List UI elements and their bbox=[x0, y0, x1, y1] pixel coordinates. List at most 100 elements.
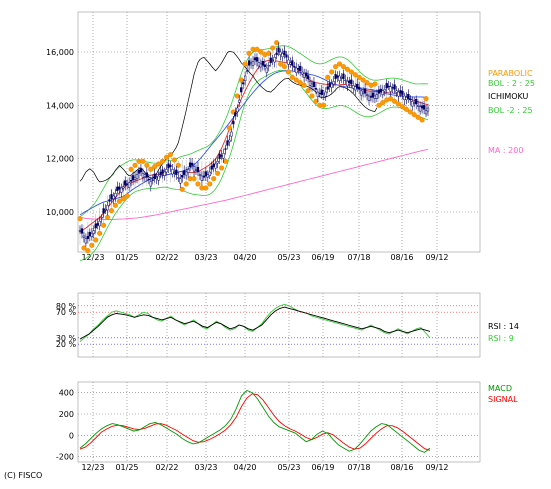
macd-x-tick-label: 09/12 bbox=[425, 463, 448, 472]
candle-body bbox=[377, 89, 380, 94]
parabolic-sar-dot bbox=[321, 102, 327, 108]
parabolic-sar-dot bbox=[266, 50, 272, 56]
ma200-line bbox=[79, 148, 429, 220]
candle-body bbox=[367, 95, 371, 102]
candle-body bbox=[242, 82, 245, 85]
parabolic-sar-dot bbox=[399, 104, 405, 110]
rsi-level-label: 20 % bbox=[56, 340, 77, 349]
candle-body bbox=[100, 217, 103, 219]
macd-x-tick-label: 01/25 bbox=[115, 463, 138, 472]
bollinger-upper-line bbox=[79, 45, 429, 217]
candle-body bbox=[283, 50, 286, 55]
parabolic-sar-dot bbox=[348, 69, 354, 75]
candle-body bbox=[279, 51, 282, 56]
candle-body bbox=[381, 90, 384, 96]
candle-body bbox=[186, 169, 190, 173]
candle-body bbox=[145, 172, 148, 178]
candle-body bbox=[424, 110, 428, 115]
macd-x-tick-label: 05/23 bbox=[277, 463, 300, 472]
candle-body bbox=[422, 105, 426, 110]
candle-body bbox=[344, 79, 347, 82]
parabolic-sar-dot bbox=[124, 193, 130, 199]
parabolic-sar-dot bbox=[242, 61, 248, 67]
candle-body bbox=[167, 163, 170, 169]
candle-body bbox=[129, 180, 133, 182]
parabolic-sar-dot bbox=[85, 248, 91, 254]
parabolic-sar-dot bbox=[297, 80, 303, 86]
candle-body bbox=[375, 94, 379, 99]
candle-body bbox=[312, 81, 316, 87]
candle-body bbox=[328, 82, 331, 87]
candle-body bbox=[354, 86, 357, 91]
parabolic-sar-dot bbox=[258, 49, 264, 55]
candle-body bbox=[379, 88, 382, 93]
rsi-level-label: 80 % bbox=[56, 302, 77, 311]
candle-body bbox=[363, 88, 367, 94]
candle-body bbox=[234, 112, 237, 117]
candle-body bbox=[389, 86, 392, 92]
candle-body bbox=[324, 91, 327, 97]
parabolic-sar-dot bbox=[215, 170, 221, 176]
rsi14-line bbox=[79, 306, 431, 340]
candle-body bbox=[403, 95, 406, 101]
candle-body bbox=[293, 66, 296, 68]
candle-body bbox=[94, 223, 97, 229]
parabolic-sar-dot bbox=[254, 46, 260, 52]
candle-body bbox=[206, 174, 209, 178]
parabolic-sar-dot bbox=[301, 82, 307, 88]
parabolic-sar-dot bbox=[392, 98, 398, 104]
candle-body bbox=[165, 169, 168, 173]
parabolic-sar-dot bbox=[77, 216, 83, 222]
candle-body bbox=[159, 171, 162, 175]
rsi-panel: 20 %30 % 70 %80 % RSI : 14 RSI : 9 bbox=[56, 292, 519, 358]
candle-body bbox=[179, 178, 182, 184]
parabolic-sar-dot bbox=[270, 45, 276, 51]
candle-body bbox=[295, 67, 298, 74]
candle-body bbox=[157, 175, 160, 181]
candle-body bbox=[177, 177, 180, 179]
parabolic-sar-dot bbox=[403, 106, 409, 112]
candle-body bbox=[82, 235, 86, 238]
candle-body bbox=[249, 62, 253, 65]
candle-body bbox=[330, 83, 333, 88]
series-label: ICHIMOKU bbox=[488, 92, 529, 101]
macd-y-tick-label: -200 bbox=[56, 453, 74, 462]
parabolic-sar-dot bbox=[195, 181, 201, 187]
candle-body bbox=[190, 162, 194, 166]
candle-body bbox=[340, 77, 343, 79]
candle-body bbox=[175, 169, 178, 175]
candle-body bbox=[194, 169, 198, 171]
parabolic-sar-dot bbox=[340, 64, 347, 70]
candle-body bbox=[356, 83, 359, 89]
moving-average-blue-line bbox=[79, 70, 429, 216]
macd-x-tick-label: 04/20 bbox=[233, 463, 256, 472]
parabolic-sar-dot bbox=[372, 81, 378, 87]
candle-body bbox=[267, 65, 270, 67]
candle-body bbox=[114, 193, 117, 198]
candle-body bbox=[153, 173, 156, 179]
candle-body bbox=[371, 92, 375, 98]
candle-body bbox=[185, 171, 188, 176]
price-panel: 10,000 12,000 14,000 16,000 12/23 01/25 02/22 0… bbox=[46, 11, 535, 262]
candle-body bbox=[399, 90, 402, 94]
candle-body bbox=[171, 169, 174, 175]
parabolic-sar-dot bbox=[313, 98, 319, 104]
candle-body bbox=[131, 175, 135, 181]
candle-body bbox=[358, 86, 361, 90]
macd-x-tick-label: 07/18 bbox=[347, 463, 370, 472]
candle-body bbox=[275, 52, 278, 55]
macd-y-tick-label: 200 bbox=[59, 410, 74, 419]
candle-body bbox=[173, 171, 176, 174]
candle-body bbox=[302, 73, 306, 78]
parabolic-sar-dot bbox=[360, 77, 366, 83]
candle-body bbox=[320, 89, 323, 95]
candle-body bbox=[314, 88, 318, 90]
bollinger-lower-line bbox=[79, 69, 429, 261]
candle-body bbox=[224, 148, 227, 150]
parabolic-sar-dot bbox=[191, 176, 197, 182]
candle-body bbox=[110, 194, 113, 199]
candle-body bbox=[326, 86, 329, 90]
parabolic-sar-dot bbox=[274, 40, 280, 46]
candle-body bbox=[232, 120, 235, 125]
